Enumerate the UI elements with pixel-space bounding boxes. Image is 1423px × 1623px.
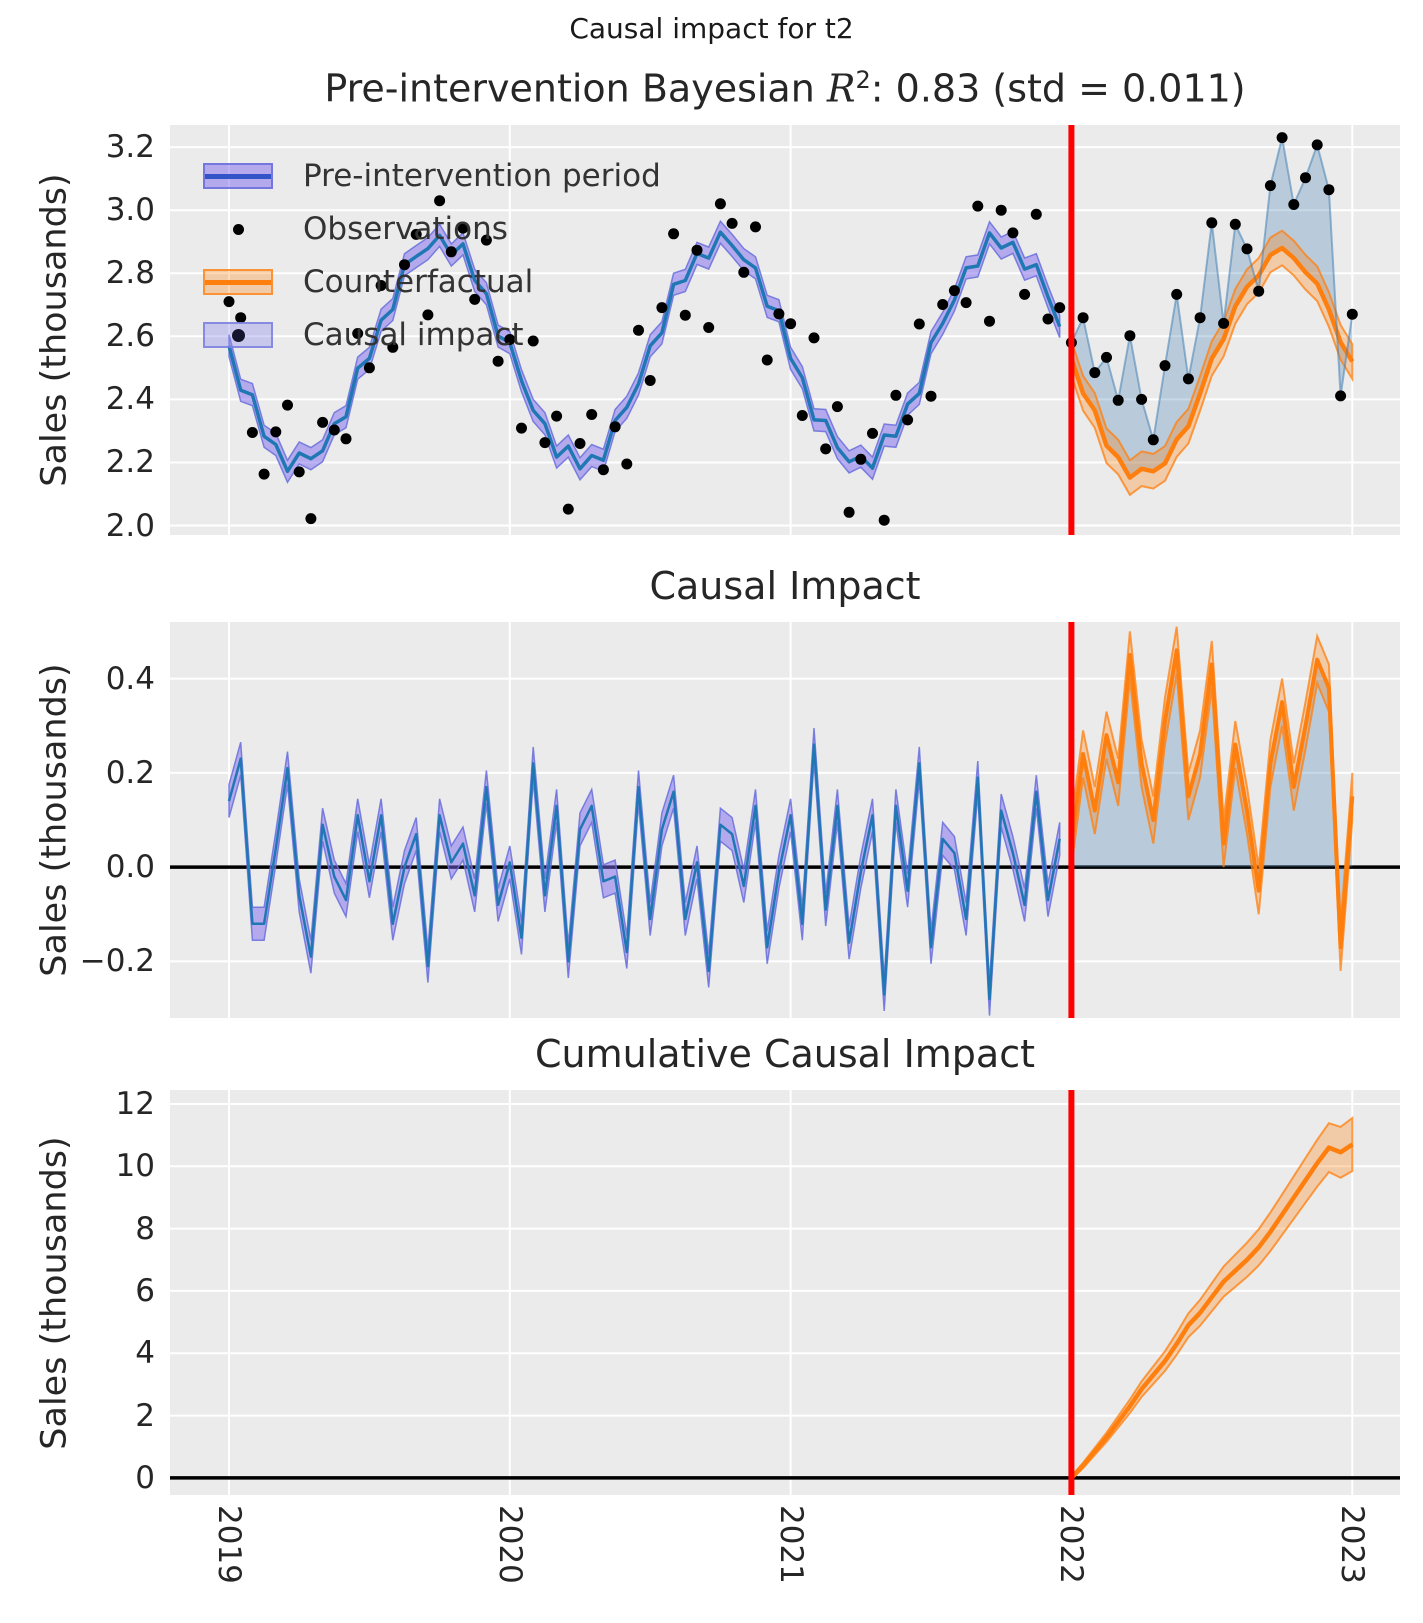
observation-dots bbox=[223, 132, 1358, 526]
y-tick-label: 3.2 bbox=[105, 129, 155, 166]
legend: Pre-intervention period Observations Count… bbox=[203, 158, 661, 353]
panel1-title-sup: 2 bbox=[855, 66, 871, 94]
y-tick-label: 2.0 bbox=[105, 507, 155, 544]
legend-item-dot: Observations bbox=[203, 211, 661, 247]
legend-swatch-patch-dot bbox=[203, 322, 273, 348]
legend-swatch-band-line-orange bbox=[203, 269, 273, 295]
legend-label: Causal impact bbox=[303, 317, 524, 353]
legend-label: Pre-intervention period bbox=[303, 158, 661, 194]
x-tick-label: 2020 bbox=[491, 1505, 528, 1584]
panel1-title-r: R bbox=[826, 66, 856, 111]
panel1-title-suffix: : 0.83 (std = 0.011) bbox=[870, 66, 1246, 111]
observation-dot-icon bbox=[232, 223, 244, 235]
y-tick-label: 2.6 bbox=[105, 318, 155, 355]
y-tick-label: 0.4 bbox=[105, 660, 155, 697]
y-tick-label: 2 bbox=[135, 1397, 155, 1434]
impact-post-line bbox=[1069, 648, 1355, 950]
y-tick-label: 2.8 bbox=[105, 255, 155, 292]
x-tick-label: 2021 bbox=[772, 1505, 809, 1584]
counterfactual-line bbox=[1069, 245, 1355, 480]
pre-intervention-fit-line bbox=[227, 230, 1062, 474]
panel-bg-3 bbox=[170, 1090, 1400, 1495]
legend-swatch-dot bbox=[203, 216, 273, 242]
x-tick-label: 2022 bbox=[1053, 1505, 1090, 1584]
legend-label: Observations bbox=[303, 211, 508, 247]
impact-pre-line bbox=[227, 743, 1061, 1001]
figure-suptitle: Causal impact for t2 bbox=[569, 12, 854, 45]
y-tick-label: 2.2 bbox=[105, 444, 155, 481]
cumulative-line bbox=[1069, 1142, 1354, 1480]
y-tick-label: 6 bbox=[135, 1272, 155, 1309]
impact-dot-icon bbox=[231, 328, 245, 342]
panel1-title-prefix: Pre-intervention Bayesian bbox=[324, 66, 827, 111]
y-tick-label: 0.0 bbox=[105, 849, 155, 886]
y-tick-label: 10 bbox=[115, 1148, 155, 1185]
panel2-title: Causal Impact bbox=[649, 564, 921, 608]
panel1-title: Pre-intervention Bayesian R2: 0.83 (std … bbox=[170, 66, 1400, 111]
legend-item-band-line-orange: Counterfactual bbox=[203, 264, 661, 300]
y-tick-label: 8 bbox=[135, 1210, 155, 1247]
band-line-icon bbox=[205, 279, 271, 285]
legend-item-patch-dot: Causal impact bbox=[203, 317, 661, 353]
legend-item-band-line-blue: Pre-intervention period bbox=[203, 158, 661, 194]
y-tick-label: 3.0 bbox=[105, 192, 155, 229]
panel-bg-2 bbox=[170, 622, 1400, 1018]
band-line-icon bbox=[205, 173, 271, 179]
y-tick-label: 4 bbox=[135, 1335, 155, 1372]
y-tick-label: −0.2 bbox=[79, 943, 155, 980]
y-tick-label: 0.2 bbox=[105, 754, 155, 791]
impact-pre-band bbox=[228, 728, 1061, 1016]
y-tick-label: 12 bbox=[115, 1086, 155, 1123]
impact-post-fill bbox=[1071, 650, 1353, 948]
causal-impact-fill bbox=[1071, 137, 1353, 478]
y-tick-label: 2.4 bbox=[105, 381, 155, 418]
legend-label: Counterfactual bbox=[303, 264, 534, 300]
legend-swatch-band-line-blue bbox=[203, 163, 273, 189]
panel3-title: Cumulative Causal Impact bbox=[534, 1032, 1035, 1076]
y-tick-label: 0 bbox=[135, 1459, 155, 1496]
x-tick-label: 2023 bbox=[1334, 1505, 1371, 1584]
x-tick-label: 2019 bbox=[210, 1505, 247, 1584]
